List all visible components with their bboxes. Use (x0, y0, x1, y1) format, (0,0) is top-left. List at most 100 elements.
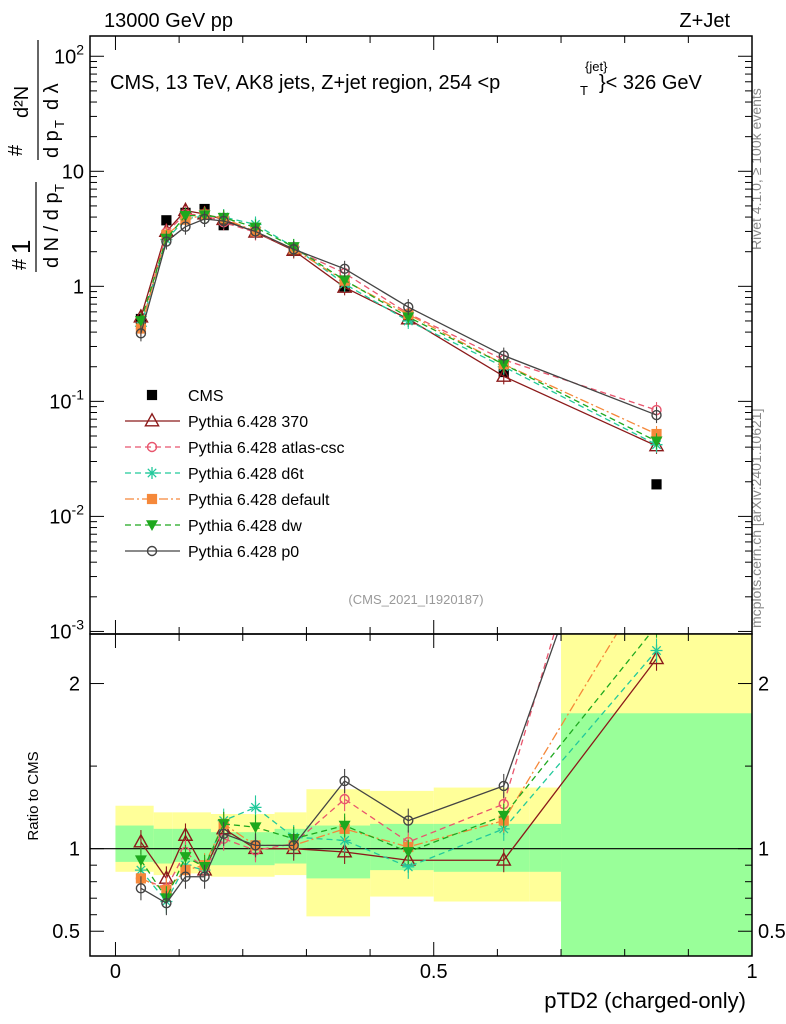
point-p0 (250, 226, 261, 237)
band-green-2 (172, 828, 211, 862)
point-CMS (161, 215, 172, 226)
legend-label: Pythia 6.428 d6t (188, 466, 304, 483)
ratio-point-atlas (652, 283, 661, 292)
series-p0-ratio (135, 349, 661, 916)
legend-item-p0: Pythia 6.428 p0 (125, 544, 299, 561)
ratio-point-p0 (498, 780, 509, 792)
ratio-ytick-label: 2 (69, 674, 80, 696)
point-CMS (651, 479, 662, 490)
svg-text:d²N: d²N (11, 86, 33, 118)
x-axis-label: pTD2 (charged-only) (544, 988, 746, 1013)
legend-marker (146, 520, 158, 531)
point-p0 (498, 350, 509, 361)
ratio-point-dw (134, 855, 147, 867)
legend-item-atlas: Pythia 6.428 atlas-csc (125, 440, 345, 457)
band-green-9 (561, 713, 752, 956)
ytick-label: 102 (54, 41, 84, 68)
legend-label: Pythia 6.428 atlas-csc (188, 440, 345, 457)
band-green-1 (153, 828, 173, 864)
svg-text:#: # (5, 144, 27, 156)
legend-label: CMS (188, 388, 224, 405)
legend-label: Pythia 6.428 dw (188, 518, 302, 535)
point-p0 (288, 244, 299, 255)
legend-marker (144, 412, 160, 427)
line-d6t (140, 215, 657, 446)
svg-text:T: T (52, 120, 67, 128)
legend-label: Pythia 6.428 370 (188, 414, 308, 431)
point-p370 (495, 367, 512, 382)
ratio-point-p0 (135, 883, 147, 894)
ratio-panel: 0 0.5 10.5 0.51 12 2 (52, 283, 786, 983)
point-p0 (339, 263, 350, 275)
point-p0 (180, 221, 191, 232)
legend-marker (146, 545, 158, 557)
line-p370 (140, 209, 657, 447)
ytick-label: 10-2 (49, 501, 84, 528)
ratio-point-d6t (650, 644, 663, 657)
ratio-point-p0 (250, 840, 261, 851)
ratio-point-dw (651, 621, 663, 632)
rivet-label: Rivet 4.1.0, ≥ 100k events (748, 88, 764, 250)
ratio-point-dw (179, 852, 192, 863)
svg-text:d λ: d λ (41, 83, 63, 110)
band-green-6 (370, 823, 434, 871)
ratio-point-default (651, 563, 661, 573)
band-green-0 (115, 825, 154, 862)
ytick-label: 10-3 (49, 616, 84, 643)
ratio-ytick-label-right: 1 (758, 839, 769, 861)
svg-text:d p: d p (41, 130, 63, 158)
legend-marker (146, 467, 158, 479)
ratio-point-p0 (218, 828, 229, 840)
ratio-ytick-label: 0.5 (52, 921, 80, 943)
ratio-point-dw (249, 822, 262, 834)
ratio-point-dw (402, 847, 415, 858)
ratio-ytick-label-right: 0.5 (758, 921, 786, 943)
ratio-point-p0 (339, 775, 350, 787)
point-dw (497, 359, 510, 371)
title-main: CMS, 13 TeV, AK8 jets, Z+jet region, 254… (110, 72, 500, 94)
legend-marker (146, 389, 158, 401)
point-p0 (403, 301, 414, 313)
band-green-8 (529, 823, 562, 872)
header-process: Z+Jet (679, 10, 730, 32)
xtick-label: 1 (746, 961, 757, 983)
ratio-point-atlas (339, 793, 350, 805)
main-ylabel: # 1 d N / d p T # d²N d p T d λ (5, 40, 67, 272)
ratio-ylabel: Ratio to CMS (25, 751, 42, 840)
ratio-frame (89, 633, 753, 957)
ratio-point-p0 (288, 840, 299, 851)
legend-item-dw: Pythia 6.428 dw (125, 518, 302, 535)
title-sub: T (580, 83, 588, 98)
ratio-ytick-label: 1 (69, 839, 80, 861)
ratio-point-d6t (402, 860, 415, 873)
svg-text:d N / d p: d N / d p (41, 192, 63, 268)
legend: CMS Pythia 6.428 370 Pythia 6.428 atlas-cs… (125, 388, 345, 561)
line-p0 (140, 218, 657, 416)
legend-label: Pythia 6.428 p0 (188, 544, 299, 561)
ytick-label: 10 (62, 161, 84, 183)
ratio-point-p370 (336, 843, 353, 858)
ytick-label: 10-1 (49, 386, 84, 413)
svg-text:1: 1 (6, 240, 36, 254)
ratio-point-p0 (652, 349, 661, 358)
legend-item-d6t: Pythia 6.428 d6t (125, 466, 304, 483)
legend-marker (146, 441, 158, 453)
analysis-id: (CMS_2021_I1920187) (348, 592, 483, 607)
legend-item-CMS: CMS (146, 388, 224, 405)
ratio-point-p0 (199, 871, 210, 882)
point-dw (402, 312, 415, 324)
svg-text:#: # (9, 258, 31, 270)
ratio-point-d6t (249, 801, 262, 814)
series-p0-main (135, 210, 662, 424)
legend-marker (146, 493, 158, 505)
main-panel: 10-3 10-2 10-1 1 10 102 (49, 35, 753, 643)
ratio-point-dw (338, 820, 351, 832)
title-end: }< 326 GeV (599, 72, 703, 94)
point-dw (338, 275, 351, 287)
ratio-point-p0 (180, 871, 191, 882)
ratio-point-dw (497, 810, 510, 822)
mcplots-label: mcplots.cern.ch [arXiv:2401.10621] (748, 409, 764, 628)
xtick-label: 0 (110, 961, 121, 983)
title-sup: {jet} (585, 59, 608, 74)
